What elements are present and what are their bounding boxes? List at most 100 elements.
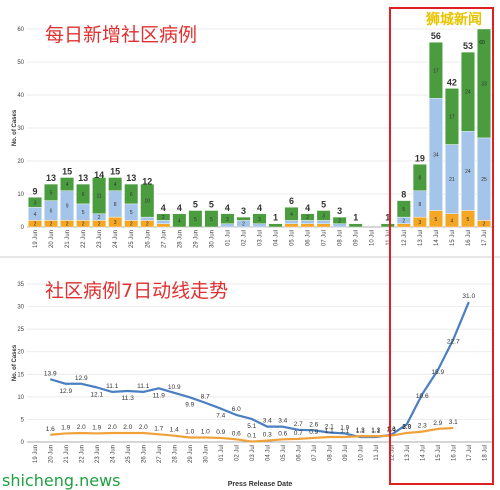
line-data-label: 7.4	[216, 413, 225, 420]
bar-segment	[140, 216, 155, 221]
line-data-label: 0.6	[278, 430, 287, 437]
bar-segment	[284, 220, 299, 224]
bar-segment	[284, 223, 299, 228]
line-x-tick-label: 10 Jul	[358, 445, 364, 461]
bar-total-label: 4	[257, 203, 262, 213]
line-data-label: 0.1	[247, 433, 256, 440]
line-data-label: 2.1	[325, 424, 334, 431]
bar-segment-label: 2	[34, 222, 37, 228]
bar-segment	[332, 216, 347, 224]
bar-segment	[60, 177, 75, 191]
line-data-label: 11.1	[137, 383, 150, 390]
bar-segment-label: 8	[114, 202, 117, 208]
line-data-label: 0.6	[232, 430, 241, 437]
bar-segment	[412, 164, 427, 191]
line-data-label: 3.1	[449, 419, 458, 426]
line-data-label: 0.3	[263, 432, 272, 439]
line-x-tick-label: 28 Jun	[172, 445, 178, 463]
bar-segment-label: 4	[451, 218, 454, 224]
bar-segment-label: 2	[98, 222, 101, 228]
bar-segment	[300, 213, 315, 221]
bar-x-tick-label: 21 Jun	[65, 230, 71, 248]
line-x-tick-label: 14 Jul	[420, 445, 426, 461]
line-data-label: 10.6	[416, 393, 429, 400]
bar-total-label: 3	[337, 206, 342, 216]
line-data-label: 0.7	[294, 430, 303, 437]
bar-segment-label: 6	[130, 192, 133, 198]
bar-x-tick-label: 13 Jul	[418, 230, 424, 246]
line-x-tick-label: 19 Jun	[33, 445, 39, 463]
bar-segment	[156, 223, 171, 228]
line-data-label: 0.9	[216, 429, 225, 436]
bar-segment-label: 8	[418, 176, 421, 182]
line-y-tick-label: 10	[17, 395, 24, 401]
bar-segment-label: 3	[114, 220, 117, 226]
bar-x-tick-label: 20 Jun	[49, 230, 55, 248]
bar-x-tick-label: 14 Jul	[434, 230, 440, 246]
bar-segment-label: 5	[210, 217, 213, 223]
bar-segment	[284, 206, 299, 221]
bar-y-ticks: 0 10 20 30 40 50 60	[17, 27, 24, 231]
line-data-label: 2.0	[139, 424, 148, 431]
bar-segment-label: 5	[434, 217, 437, 223]
bar-segment-label: 2	[50, 222, 53, 228]
bar-segment	[28, 197, 42, 208]
line-data-label: 6.0	[232, 406, 241, 413]
line-x-axis-label: Press Release Date	[228, 481, 293, 488]
bar-segment-label: 2	[66, 222, 69, 228]
line-data-label: 2.3	[418, 423, 427, 430]
bar-segment-label: 2	[242, 222, 245, 228]
line-x-tick-label: 30 Jun	[203, 445, 209, 463]
bar-segment-label: 6	[82, 192, 85, 198]
bar-total-label: 9	[33, 186, 38, 196]
bar-total-label: 13	[78, 173, 88, 183]
bar-x-ticks: 19 Jun 20 Jun 21 Jun 22 Jun 23 Jun 24 Jun 25 J…	[33, 230, 488, 248]
bar-total-label: 53	[463, 41, 473, 51]
bar-segment-label: 2	[146, 222, 149, 228]
bar-segment	[477, 28, 491, 139]
line-data-label: 1.9	[92, 424, 101, 431]
news-logo-text: 狮城新闻	[425, 11, 482, 28]
bar-x-tick-label: 01 Jul	[225, 230, 231, 246]
bar-segment-label: 5	[194, 217, 197, 223]
bar-segment	[220, 213, 235, 224]
bar-segment	[252, 213, 267, 224]
bar-x-tick-label: 25 Jun	[129, 230, 135, 248]
line-x-tick-label: 01 Jul	[219, 445, 225, 461]
bar-segment	[204, 210, 219, 228]
line-x-tick-label: 21 Jun	[64, 445, 70, 463]
line-data-label: 1.4	[387, 427, 396, 434]
line-x-tick-label: 13 Jul	[405, 445, 411, 461]
bar-y-tick-label: 30	[17, 126, 24, 132]
bar-segment-label: 4	[34, 212, 37, 218]
line-data-label: 1.9	[340, 424, 349, 431]
line-x-tick-label: 16 Jul	[451, 445, 457, 461]
line-data-label: 2.0	[402, 424, 411, 431]
bar-x-tick-label: 12 Jul	[402, 230, 408, 246]
bar-total-label: 13	[46, 173, 56, 183]
bar-segment-label: 5	[130, 210, 133, 216]
bar-total-label: 42	[447, 77, 457, 87]
line-data-label: 1.4	[170, 427, 179, 434]
bar-y-tick-label: 60	[17, 27, 24, 33]
bar-overflow-top-label: 60	[479, 40, 485, 46]
line-data-label: 11.1	[106, 383, 119, 390]
line-x-tick-label: 03 Jul	[250, 445, 256, 461]
bar-segment-label: 4	[66, 182, 69, 188]
bar-segment	[92, 177, 107, 214]
bar-segment	[220, 223, 235, 228]
bar-total-label: 4	[161, 203, 166, 213]
bar-x-tick-label: 30 Jun	[209, 230, 215, 248]
line-y-tick-label: 35	[17, 282, 24, 288]
line-x-tick-label: 02 Jul	[234, 445, 240, 461]
bar-x-tick-label: 26 Jun	[145, 230, 151, 248]
bar-segment-label: 17	[433, 68, 439, 74]
line-y-tick-label: 25	[17, 327, 24, 333]
bar-x-tick-label: 28 Jun	[177, 230, 183, 248]
bar-segment-label: 4	[290, 212, 293, 218]
bar-x-tick-label: 09 Jul	[354, 230, 360, 246]
